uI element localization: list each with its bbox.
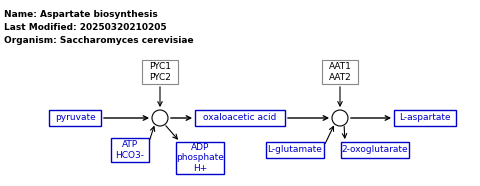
Bar	[111, 138, 149, 162]
Bar	[176, 142, 224, 174]
Text: PYC1
PYC2: PYC1 PYC2	[149, 62, 171, 82]
Text: AAT1
AAT2: AAT1 AAT2	[329, 62, 351, 82]
Text: Organism: Saccharomyces cerevisiae: Organism: Saccharomyces cerevisiae	[4, 36, 193, 45]
Text: pyruvate: pyruvate	[55, 113, 96, 123]
Bar	[394, 110, 456, 126]
Bar	[322, 60, 358, 84]
Circle shape	[152, 110, 168, 126]
Text: Last Modified: 20250320210205: Last Modified: 20250320210205	[4, 23, 167, 32]
Bar	[49, 110, 101, 126]
Text: ATP
HCO3-: ATP HCO3-	[116, 140, 144, 160]
Text: L-glutamate: L-glutamate	[267, 145, 323, 155]
Text: oxaloacetic acid: oxaloacetic acid	[204, 113, 276, 123]
Text: 2-oxoglutarate: 2-oxoglutarate	[342, 145, 408, 155]
Bar	[266, 142, 324, 158]
Circle shape	[332, 110, 348, 126]
Bar	[195, 110, 285, 126]
Text: Name: Aspartate biosynthesis: Name: Aspartate biosynthesis	[4, 10, 158, 19]
Bar	[142, 60, 178, 84]
Text: L-aspartate: L-aspartate	[399, 113, 451, 123]
Text: ADP
phosphate
H+: ADP phosphate H+	[176, 143, 224, 173]
Bar	[341, 142, 409, 158]
